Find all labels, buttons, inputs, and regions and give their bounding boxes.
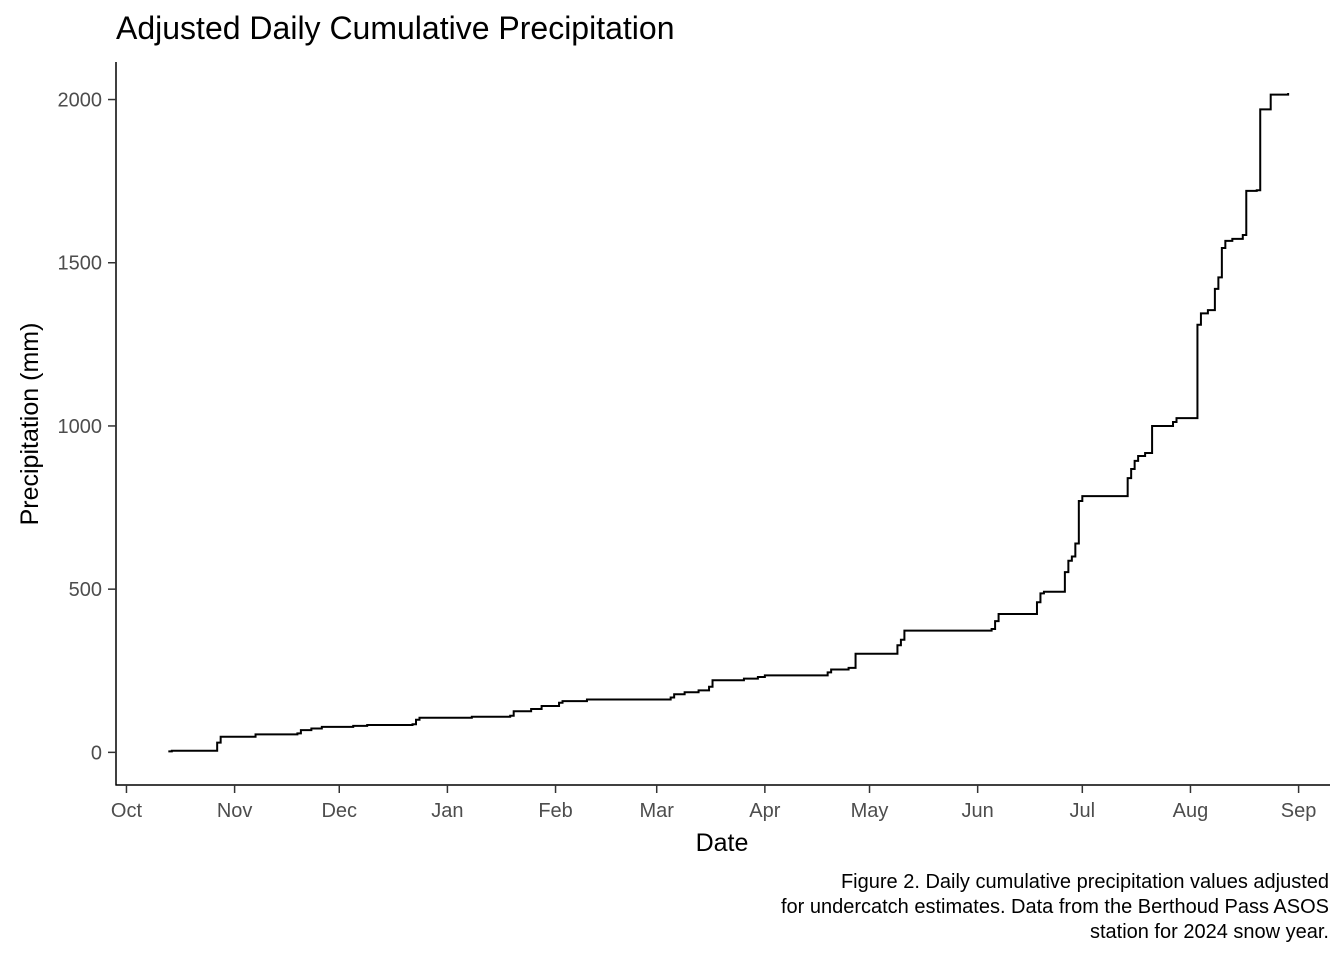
x-tick-label: Dec	[321, 800, 357, 822]
series-layer	[168, 93, 1290, 753]
x-tick-label: Nov	[217, 800, 253, 822]
chart-title: Adjusted Daily Cumulative Precipitation	[116, 10, 675, 46]
x-tick-label: Jul	[1070, 800, 1096, 822]
x-tick-label: Feb	[538, 800, 572, 822]
y-tick-label: 1500	[58, 253, 103, 275]
x-tick-label: Jun	[962, 800, 994, 822]
caption-line-3: station for 2024 snow year.	[1089, 921, 1329, 943]
axes: Oct Nov Dec Jan Feb Mar Apr May Jun Jul Aug Sep 0 500…	[58, 62, 1330, 822]
y-tick-label: 2000	[58, 90, 103, 112]
x-axis-title: Date	[696, 829, 749, 857]
y-axis-title: Precipitation (mm)	[16, 323, 44, 526]
x-tick-label: Aug	[1173, 800, 1209, 822]
x-tick-label: Jan	[431, 800, 463, 822]
caption-line-1: Figure 2. Daily cumulative precipitation…	[840, 871, 1329, 893]
series-line-0	[168, 93, 1290, 753]
y-tick-label: 0	[91, 742, 102, 764]
x-tick-label: Sep	[1281, 800, 1317, 822]
y-tick-label: 1000	[58, 416, 103, 438]
x-tick-label: Oct	[111, 800, 143, 822]
x-tick-label: Mar	[639, 800, 674, 822]
figure-caption: Figure 2. Daily cumulative precipitation…	[781, 870, 1329, 945]
x-tick-label: Apr	[749, 800, 780, 822]
caption-line-2: for undercatch estimates. Data from the …	[780, 896, 1329, 918]
x-tick-label: May	[851, 800, 889, 822]
y-tick-label: 500	[69, 579, 102, 601]
